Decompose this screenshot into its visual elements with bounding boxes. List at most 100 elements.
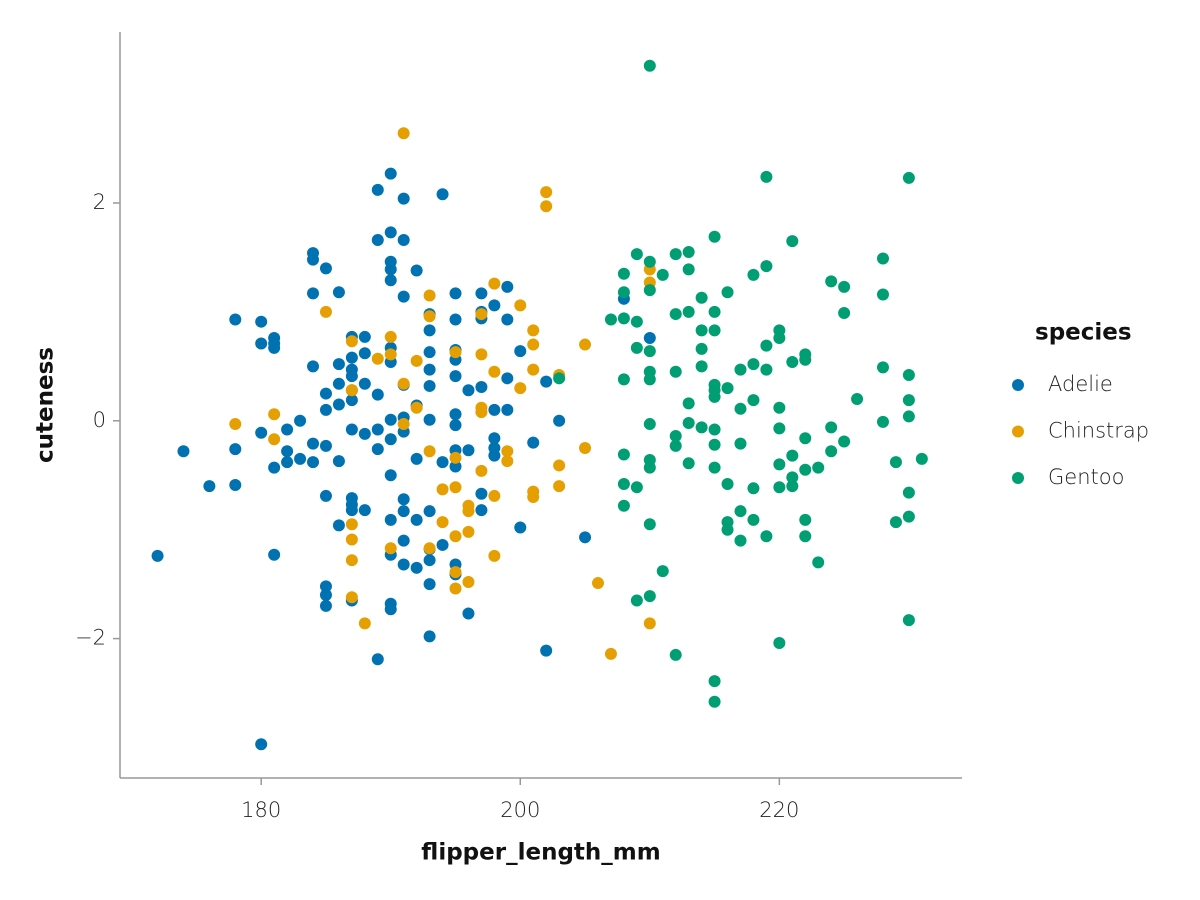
point [397, 493, 410, 506]
point [553, 459, 566, 472]
point [449, 408, 462, 421]
point [514, 299, 527, 312]
point [371, 352, 384, 365]
point [345, 423, 358, 436]
point [151, 549, 164, 562]
point [643, 284, 656, 297]
point [747, 394, 760, 407]
point [307, 456, 320, 469]
point [436, 456, 449, 469]
point [229, 418, 242, 431]
point [760, 530, 773, 543]
point [786, 355, 799, 368]
point [773, 481, 786, 494]
point [319, 580, 332, 593]
point [760, 170, 773, 183]
point [345, 504, 358, 517]
point [695, 421, 708, 434]
point [449, 460, 462, 473]
point [514, 521, 527, 534]
legend-marker [1012, 425, 1024, 438]
point [436, 538, 449, 551]
legend-title: species [1035, 320, 1132, 346]
point [902, 510, 915, 523]
point [488, 299, 501, 312]
point [527, 363, 540, 376]
point [786, 449, 799, 462]
point [838, 435, 851, 448]
point [384, 513, 397, 526]
point [294, 414, 307, 427]
point [371, 234, 384, 247]
point [475, 381, 488, 394]
point [695, 342, 708, 355]
point [656, 565, 669, 578]
point [410, 354, 423, 367]
point [384, 263, 397, 276]
point [773, 458, 786, 471]
point [630, 248, 643, 261]
point [307, 437, 320, 450]
point [345, 518, 358, 531]
point [332, 358, 345, 371]
point [384, 274, 397, 287]
point [786, 235, 799, 248]
point [902, 394, 915, 407]
point [255, 315, 268, 328]
point [423, 363, 436, 376]
point [617, 267, 630, 280]
point [345, 554, 358, 567]
point [617, 448, 630, 461]
point [734, 437, 747, 450]
point [488, 449, 501, 462]
point [268, 461, 281, 474]
point [423, 346, 436, 359]
point [462, 575, 475, 588]
point [643, 59, 656, 72]
point [812, 556, 825, 569]
point [319, 262, 332, 275]
point [332, 519, 345, 532]
point [760, 363, 773, 376]
point [669, 648, 682, 661]
y-tick-label: 2 [93, 190, 106, 214]
point [410, 513, 423, 526]
point [643, 345, 656, 358]
point [332, 455, 345, 468]
point [345, 335, 358, 348]
point [786, 480, 799, 493]
point [682, 416, 695, 429]
point [384, 413, 397, 426]
point [488, 489, 501, 502]
point [747, 513, 760, 526]
point [319, 489, 332, 502]
point [708, 675, 721, 688]
point [319, 599, 332, 612]
point [527, 491, 540, 504]
point [669, 308, 682, 321]
point [449, 566, 462, 579]
legend-label: Gentoo [1048, 465, 1124, 489]
point [734, 505, 747, 518]
point [708, 423, 721, 436]
point [384, 469, 397, 482]
point [358, 347, 371, 360]
point [307, 360, 320, 373]
point [307, 253, 320, 266]
y-tick-label: 0 [93, 408, 106, 432]
point [371, 653, 384, 666]
point [514, 382, 527, 395]
point [397, 377, 410, 390]
point [799, 530, 812, 543]
point [617, 312, 630, 325]
point [643, 255, 656, 268]
point [475, 464, 488, 477]
point [358, 504, 371, 517]
point [177, 445, 190, 458]
point [332, 377, 345, 390]
point [281, 456, 294, 469]
point [579, 338, 592, 351]
point [488, 549, 501, 562]
point [876, 288, 889, 301]
point [540, 200, 553, 213]
